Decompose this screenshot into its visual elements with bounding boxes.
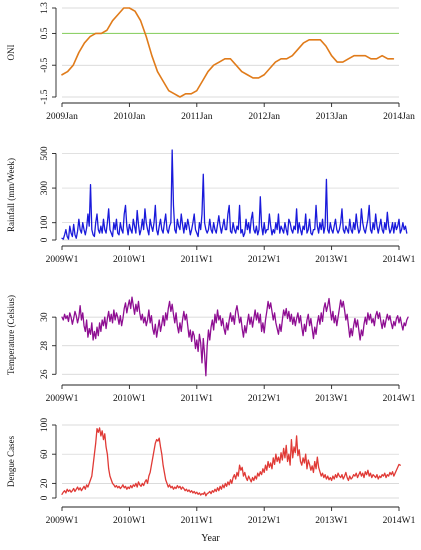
x-tick-label: 2014W1	[383, 255, 416, 265]
x-tick-label: 2012W1	[248, 255, 281, 265]
y-tick-label: -0.5	[40, 57, 50, 72]
x-tick-label: 2013W1	[315, 255, 348, 265]
x-tick-label: 2010W1	[113, 394, 146, 404]
y-axis-title: ONI	[6, 45, 16, 61]
x-tick-label: 2013W1	[315, 394, 348, 404]
x-tick-label: 2010W1	[113, 255, 146, 265]
x-tick-label: 2009W1	[46, 394, 79, 404]
x-tick-label: 2011W1	[181, 394, 214, 404]
series-line	[61, 427, 401, 497]
series-line	[61, 7, 395, 98]
y-tick-label: 0.5	[40, 27, 50, 39]
x-tick-label: 2009W1	[46, 516, 79, 526]
x-tick-label: 2010W1	[113, 516, 146, 526]
y-tick-label: 0	[40, 495, 50, 500]
y-tick-label: 300	[40, 181, 50, 196]
y-tick-label: 26	[40, 369, 50, 379]
x-tick-label: 2011Jan	[181, 112, 213, 122]
x-tick-label: 2011W1	[181, 255, 214, 265]
x-tick-label: 2009W1	[46, 255, 79, 265]
x-tick-label: 2012Jan	[248, 112, 280, 122]
y-tick-label: 28	[40, 341, 50, 351]
series-line	[61, 149, 408, 240]
chart-panel-1: 1.3 0.5 -0.5 -1.5 2009Jan 2010Jan 2011Jan 2012J…	[6, 2, 415, 122]
x-tick-label: 2014Jan	[383, 112, 415, 122]
x-tick-label: 2010Jan	[114, 112, 146, 122]
chart-panel-4: 0 20 60 100 2009W1 2010W1 2011W1 2012W1 2013W1 20…	[6, 418, 416, 526]
x-tick-label: 2012W1	[248, 394, 281, 404]
x-axis-title: Year	[201, 533, 220, 544]
chart-panel-3: 26 28 30 2009W1 2010W1 2011W1 2012W1 2013W1 2014…	[6, 295, 416, 404]
y-tick-label: 100	[40, 215, 50, 230]
x-tick-label: 2013W1	[315, 516, 348, 526]
y-tick-label: 1.3	[40, 2, 50, 14]
x-tick-label: 2014W1	[383, 394, 416, 404]
y-tick-label: -1.5	[40, 89, 50, 104]
x-tick-label: 2011W1	[181, 516, 214, 526]
y-tick-label: 60	[40, 449, 50, 459]
chart-panel-2: 0 100 300 500 2009W1 2010W1 2011W1 2012W1 2013W1…	[6, 146, 416, 265]
x-tick-label: 2013Jan	[316, 112, 348, 122]
y-tick-label: 30	[40, 312, 50, 322]
y-axis-title: Temperature (Celsius)	[6, 295, 16, 375]
y-tick-label: 500	[40, 146, 50, 161]
x-tick-label: 2009Jan	[46, 112, 78, 122]
x-tick-label: 2012W1	[248, 516, 281, 526]
y-axis-title: Rainfall (mm/Week)	[6, 158, 16, 232]
y-tick-label: 0	[40, 237, 50, 242]
y-tick-label: 100	[40, 418, 50, 433]
y-tick-label: 20	[40, 478, 50, 488]
series-line	[61, 296, 409, 377]
x-tick-label: 2014W1	[383, 516, 416, 526]
y-axis-title: Dengue Cases	[6, 435, 16, 487]
